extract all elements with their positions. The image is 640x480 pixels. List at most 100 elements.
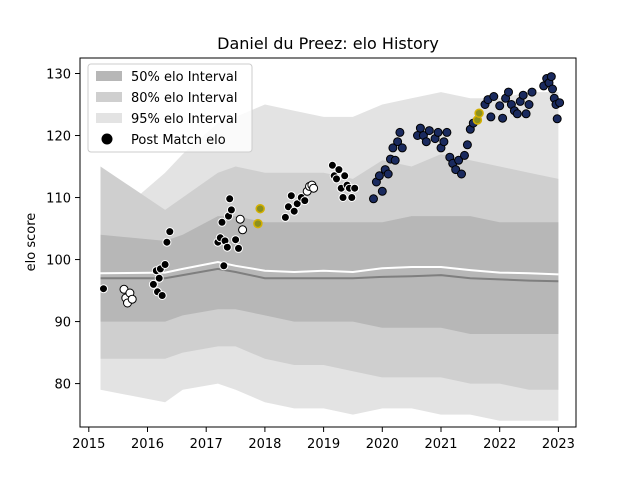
data-point: [369, 194, 378, 204]
data-point: [421, 137, 431, 147]
legend-label-50: 50% elo Interval: [131, 70, 238, 85]
data-point: [234, 243, 243, 253]
data-point: [383, 169, 393, 179]
data-point: [524, 100, 534, 109]
mean-line: [100, 260, 559, 276]
data-point: [548, 84, 557, 94]
y-tick-label: 90: [54, 316, 71, 331]
data-point: [518, 90, 528, 100]
y-tick-label: 130: [46, 68, 71, 83]
chart-title: Daniel du Preez: elo History: [217, 34, 439, 53]
data-point: [338, 193, 348, 202]
data-point: [460, 150, 469, 160]
data-point: [162, 237, 172, 247]
legend-label-post-match: Post Match elo: [131, 133, 226, 148]
data-point: [512, 109, 522, 119]
data-point: [165, 227, 175, 237]
data-point: [127, 294, 137, 304]
data-point: [424, 126, 434, 136]
data-point: [231, 235, 241, 245]
data-point: [454, 155, 464, 165]
legend-swatch-80: [96, 92, 122, 102]
data-point: [350, 183, 360, 193]
data-point: [327, 160, 337, 170]
data-point: [521, 109, 531, 119]
x-tick-label: 2020: [366, 437, 399, 452]
data-point: [442, 127, 452, 137]
data-point: [504, 87, 513, 97]
data-point: [238, 225, 248, 235]
data-point: [235, 214, 245, 224]
post-match-points: [99, 72, 565, 308]
median-line: [100, 267, 559, 283]
x-tick-label: 2016: [131, 437, 164, 452]
data-point: [292, 199, 302, 209]
legend-label-95: 95% elo Interval: [131, 112, 238, 127]
y-tick-label: 120: [46, 130, 71, 145]
legend-swatch-95: [96, 113, 122, 123]
data-point: [415, 123, 425, 133]
data-point: [222, 242, 232, 252]
plot-frame: [79, 57, 577, 428]
data-point: [457, 169, 466, 179]
data-point: [148, 279, 158, 289]
data-point: [462, 140, 472, 150]
y-axis-title: elo score: [24, 213, 39, 272]
x-tick-label: 2017: [190, 437, 223, 452]
data-point: [160, 260, 170, 269]
data-point: [99, 284, 108, 294]
data-point: [397, 143, 407, 153]
data-point: [486, 112, 496, 122]
data-point: [347, 193, 357, 202]
data-point: [395, 127, 405, 137]
data-point: [253, 218, 263, 229]
y-tick-label: 80: [54, 378, 71, 393]
legend-box: [87, 63, 253, 153]
x-tick-label: 2022: [483, 437, 516, 452]
data-point: [226, 205, 236, 215]
data-point: [255, 203, 265, 214]
data-point: [154, 273, 164, 283]
data-point: [390, 155, 400, 165]
data-point: [332, 174, 341, 184]
data-point: [225, 194, 235, 204]
data-point: [552, 114, 562, 124]
data-point: [555, 98, 565, 108]
plot-area: [99, 72, 565, 421]
data-point: [527, 87, 537, 97]
data-point: [289, 206, 299, 216]
data-point: [300, 196, 310, 206]
y-tick-label: 110: [46, 192, 71, 207]
y-tick-label: 100: [46, 254, 71, 269]
data-point: [498, 113, 508, 123]
data-point: [309, 183, 319, 193]
x-tick-label: 2021: [424, 437, 457, 452]
legend-label-80: 80% elo Interval: [131, 91, 238, 106]
data-point: [495, 101, 505, 111]
data-point: [334, 165, 344, 175]
data-point: [340, 171, 350, 181]
data-point: [280, 212, 290, 222]
data-point: [393, 137, 403, 147]
data-point: [157, 291, 167, 300]
data-point: [489, 92, 499, 101]
legend: 50% elo Interval 80% elo Interval 95% el…: [87, 63, 253, 153]
data-point: [217, 217, 227, 227]
data-point: [388, 143, 398, 153]
y-axis: 80 90 100 110 120 130: [46, 68, 80, 393]
x-tick-label: 2018: [248, 437, 281, 452]
data-point: [377, 186, 387, 196]
x-tick-label: 2023: [542, 437, 575, 452]
data-point: [219, 261, 229, 271]
legend-swatch-50: [96, 71, 122, 81]
legend-marker-post-match: [101, 133, 113, 145]
x-tick-label: 2015: [72, 437, 105, 452]
x-tick-label: 2019: [307, 437, 340, 452]
trend-lines: [100, 260, 559, 283]
data-point: [286, 191, 296, 201]
data-point: [439, 137, 449, 147]
data-point: [433, 127, 443, 137]
data-point: [546, 72, 556, 82]
x-axis: 2015 2016 2017 2018 2019 2020 2021 2022 2023: [72, 427, 575, 452]
